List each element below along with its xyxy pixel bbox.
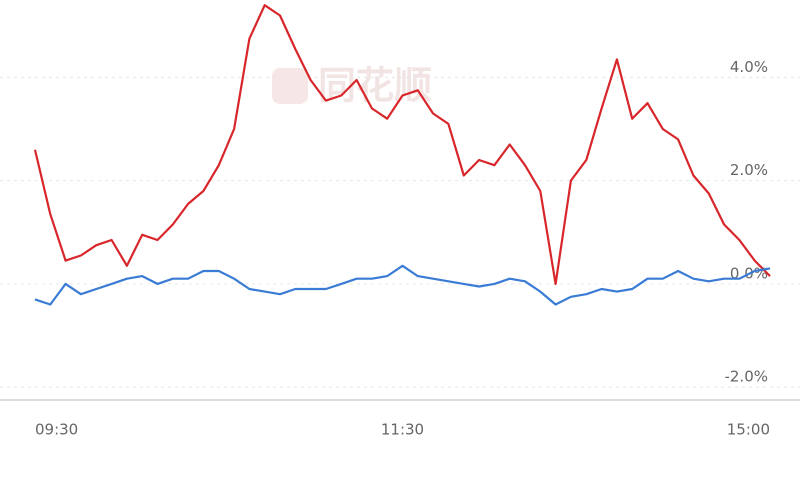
- watermark-logo: [272, 68, 308, 104]
- watermark: 同花顺: [318, 64, 432, 108]
- series-line: [33, 4, 771, 285]
- x-tick-label: 15:00: [727, 421, 770, 439]
- y-tick-label: 4.0%: [730, 58, 768, 76]
- x-tick-label: 09:30: [35, 421, 78, 439]
- y-tick-label: 2.0%: [730, 161, 768, 179]
- x-tick-label: 11:30: [381, 421, 424, 439]
- y-tick-label: -2.0%: [724, 368, 768, 386]
- series-line: [34, 264, 771, 306]
